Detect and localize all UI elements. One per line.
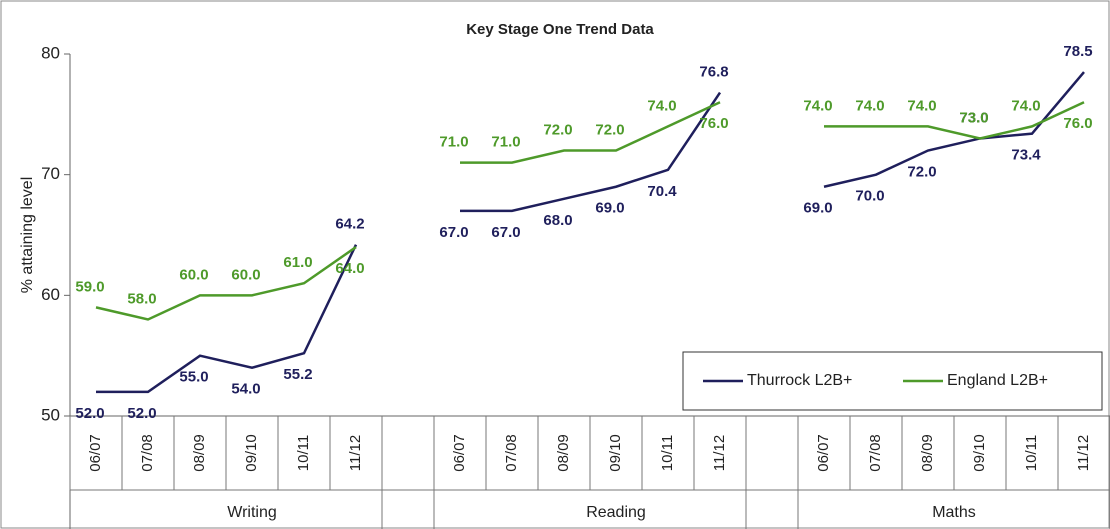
x-tick-label: 09/10	[243, 434, 260, 472]
x-tick-label: 10/11	[1023, 435, 1040, 471]
x-tick-label: 07/08	[503, 434, 520, 472]
x-tick-label: 11/12	[347, 435, 364, 471]
data-label: 55.0	[179, 369, 208, 386]
data-label: 74.0	[907, 97, 936, 114]
data-label: 69.0	[803, 200, 832, 217]
y-tick-label: 70	[41, 164, 60, 183]
group-label: Reading	[586, 504, 646, 521]
group-label: Maths	[932, 504, 976, 521]
data-label: 69.0	[595, 200, 624, 217]
data-label: 74.0	[647, 97, 676, 114]
x-tick-label: 06/07	[87, 434, 104, 472]
data-label: 76.0	[1063, 115, 1092, 132]
data-label: 54.0	[231, 381, 260, 398]
data-label: 78.5	[1063, 43, 1092, 60]
x-tick-label: 10/11	[659, 435, 676, 471]
x-tick-label: 06/07	[815, 434, 832, 472]
series-line	[95, 101, 1085, 321]
data-label: 64.0	[335, 260, 364, 277]
x-tick-label: 08/09	[919, 434, 936, 472]
x-tick-label: 07/08	[867, 434, 884, 472]
y-axis-label: % attaining level	[19, 177, 36, 294]
data-label: 73.0	[959, 109, 988, 126]
x-tick-label: 06/07	[451, 434, 468, 472]
data-label: 72.0	[543, 122, 572, 139]
data-label: 76.0	[699, 115, 728, 132]
data-label: 58.0	[127, 290, 156, 307]
legend-label: England L2B+	[947, 372, 1048, 389]
data-label: 70.0	[855, 188, 884, 205]
data-label: 72.0	[907, 164, 936, 181]
series-line	[96, 71, 1085, 394]
chart-title: Key Stage One Trend Data	[466, 21, 654, 38]
x-tick-label: 09/10	[607, 434, 624, 472]
data-label: 60.0	[179, 266, 208, 283]
data-label: 67.0	[439, 224, 468, 241]
data-label: 71.0	[491, 134, 520, 151]
data-label: 67.0	[491, 224, 520, 241]
x-tick-label: 07/08	[139, 434, 156, 472]
data-label: 68.0	[543, 212, 572, 229]
data-label: 52.0	[75, 405, 104, 422]
x-tick-label: 09/10	[971, 434, 988, 472]
data-label: 74.0	[803, 97, 832, 114]
data-label: 76.8	[699, 64, 728, 81]
y-tick-label: 60	[41, 285, 60, 304]
legend-box	[682, 351, 1103, 411]
data-label: 72.0	[595, 122, 624, 139]
data-label: 74.0	[1011, 97, 1040, 114]
x-tick-label: 10/11	[295, 435, 312, 471]
data-label: 71.0	[439, 134, 468, 151]
x-tick-label: 11/12	[711, 435, 728, 471]
x-tick-label: 08/09	[555, 434, 572, 472]
data-label: 55.2	[283, 366, 312, 383]
x-tick-label: 08/09	[191, 434, 208, 472]
data-label: 64.2	[335, 216, 364, 233]
y-tick-label: 80	[41, 43, 60, 62]
data-label: 59.0	[75, 278, 104, 295]
data-label: 52.0	[127, 405, 156, 422]
data-label: 60.0	[231, 266, 260, 283]
data-label: 73.4	[1011, 147, 1041, 164]
data-label: 61.0	[283, 254, 312, 271]
legend-label: Thurrock L2B+	[747, 372, 852, 389]
x-tick-label: 11/12	[1075, 435, 1092, 471]
data-label: 70.4	[647, 183, 677, 200]
group-label: Writing	[227, 504, 277, 521]
y-tick-label: 50	[41, 405, 60, 424]
data-label: 73.0	[959, 109, 988, 126]
data-label: 74.0	[855, 97, 884, 114]
